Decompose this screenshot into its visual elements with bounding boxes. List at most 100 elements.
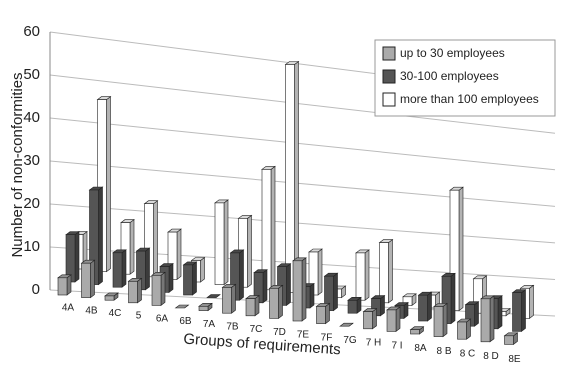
bar-side — [380, 295, 385, 317]
y-tick-label: 40 — [23, 109, 40, 126]
bar — [198, 305, 209, 311]
bar — [222, 287, 232, 314]
bar-side — [317, 248, 323, 296]
bar — [57, 277, 68, 296]
bar — [128, 280, 138, 304]
x-tick-label: 7F — [321, 332, 333, 343]
bar-side — [474, 301, 479, 327]
x-tick-label: 7 I — [391, 340, 402, 351]
bar — [457, 321, 467, 340]
bar — [433, 306, 444, 337]
legend-box — [374, 39, 556, 117]
bar — [292, 260, 303, 322]
bar-side — [106, 95, 111, 273]
x-tick-label: 5 — [136, 311, 142, 322]
bar — [386, 309, 397, 332]
x-tick-label: 7E — [297, 330, 310, 341]
x-tick-label: 8 C — [460, 349, 476, 360]
bar-side — [529, 284, 534, 319]
bar-side — [153, 200, 158, 278]
grid-line — [49, 203, 556, 244]
bar-side — [121, 249, 127, 288]
bar — [410, 329, 420, 335]
y-tick-label: 10 — [23, 238, 40, 255]
bar — [347, 299, 358, 314]
x-tick-label: 8E — [508, 354, 521, 365]
x-tick-label: 7C — [250, 324, 263, 335]
bar-top — [174, 304, 190, 309]
bar-side — [90, 259, 95, 299]
bar — [183, 264, 193, 296]
bar-side — [301, 257, 307, 322]
x-tick-label: 4A — [62, 303, 75, 314]
bar-side — [129, 219, 135, 275]
y-axis-title: Number of non-conformities — [9, 72, 26, 257]
x-tick-label: 7 H — [366, 338, 382, 349]
bar-side — [458, 186, 464, 312]
x-tick-label: 8 B — [436, 346, 451, 357]
bar-side — [364, 249, 370, 301]
bar — [151, 274, 162, 306]
bar-side — [254, 295, 260, 317]
bar — [363, 311, 373, 330]
bar-side — [497, 295, 503, 330]
bar-side — [325, 302, 330, 325]
bar-side — [427, 291, 432, 322]
bar-side — [168, 263, 174, 293]
x-tick-label: 7D — [273, 327, 286, 338]
x-tick-label: 8 D — [483, 351, 499, 362]
bar-side — [145, 247, 150, 291]
y-tick-label: 20 — [23, 195, 40, 212]
bar — [214, 202, 225, 285]
bar — [269, 287, 279, 319]
legend-swatch — [382, 46, 396, 61]
x-tick-label: 7G — [343, 335, 357, 346]
bar-side — [466, 318, 471, 340]
grid-line — [49, 74, 556, 134]
bar-side — [395, 306, 401, 332]
bar-side — [176, 228, 182, 280]
bar-side — [309, 282, 315, 309]
bar-side — [489, 295, 495, 343]
bar-side — [137, 277, 142, 304]
bar — [285, 64, 295, 293]
x-tick-label: 8A — [414, 343, 427, 354]
legend-swatch — [382, 92, 396, 107]
bar — [104, 295, 115, 301]
bar-side — [442, 302, 448, 338]
bar — [112, 252, 123, 288]
grid-line — [49, 160, 556, 207]
bar-side — [262, 269, 268, 304]
bar-side — [66, 274, 72, 296]
bar — [504, 335, 514, 345]
x-tick-label: 6B — [179, 316, 192, 327]
bar — [81, 262, 91, 298]
legend-label: 30-100 employees — [400, 69, 499, 83]
bar-side — [160, 271, 166, 306]
x-tick-label: 6A — [156, 313, 169, 324]
legend-label: more than 100 employees — [400, 92, 539, 106]
bar — [355, 252, 366, 301]
bar-side — [200, 256, 205, 283]
bar-side — [98, 186, 103, 286]
bar — [512, 292, 522, 332]
y-tick-label: 30 — [23, 152, 40, 169]
y-tick-label: 0 — [32, 281, 40, 298]
bar-side — [239, 249, 244, 301]
bar-side — [521, 289, 526, 332]
x-tick-label: 4B — [85, 305, 98, 316]
bar-side — [231, 283, 236, 314]
x-tick-label: 7A — [203, 319, 216, 330]
bar-side — [372, 308, 377, 330]
bar-top — [339, 322, 354, 327]
bar-top — [206, 294, 221, 298]
y-tick-label: 50 — [23, 66, 40, 83]
bar-side — [247, 214, 252, 288]
x-tick-label: 4C — [109, 308, 122, 319]
bar-side — [286, 263, 291, 306]
bar — [245, 298, 256, 317]
bar-side — [270, 165, 276, 291]
bar — [480, 298, 491, 343]
bar-side — [333, 272, 338, 312]
